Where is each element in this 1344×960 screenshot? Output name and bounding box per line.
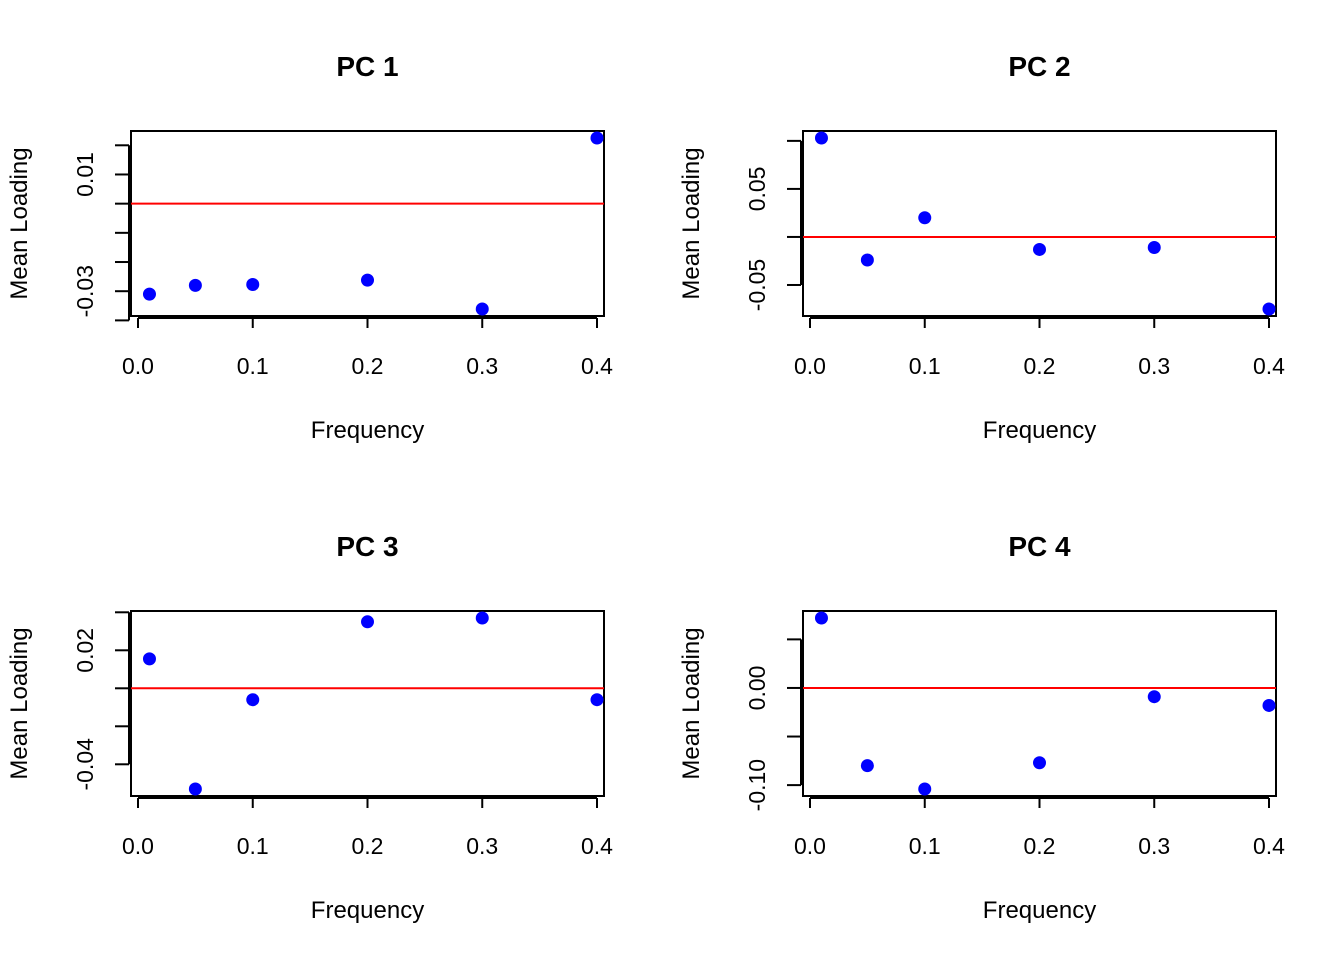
chart-title: PC 1 [336,51,398,82]
data-point [860,759,874,773]
data-point [475,302,489,316]
chart-title: PC 2 [1008,51,1070,82]
chart-panel-1: PC 1 0.0 0.1 0.2 0.3 0.4 -0.03 0.01 Frequency Mea… [6,51,613,444]
data-point [188,278,202,292]
data-point [188,782,202,796]
x-axis-label: Frequency [311,897,424,924]
plot-frame [130,130,605,317]
y-axis-label: Mean Loading [678,627,705,779]
x-tick-label: 0.0 [794,833,826,859]
data-point [142,287,156,301]
data-point [1262,302,1276,316]
x-axis-label: Frequency [311,417,424,444]
x-tick-label: 0.4 [581,833,613,859]
x-tick-label: 0.0 [122,833,154,859]
y-tick-label: -0.03 [72,265,98,317]
data-point [590,693,604,707]
data-point [860,253,874,267]
y-tick-label: -0.05 [744,259,770,311]
chart-panel-4: PC 4 0.0 0.1 0.2 0.3 0.4 -0.10 0.00 Frequency Mea… [678,531,1285,924]
plot-frame [130,610,605,797]
data-point [1147,690,1161,704]
y-axis-label: Mean Loading [6,147,33,299]
data-point [1147,241,1161,255]
x-tick-label: 0.1 [237,833,269,859]
plot-frame [802,610,1277,797]
y-tick-label: 0.02 [72,628,98,673]
x-tick-label: 0.3 [466,833,498,859]
x-tick-label: 0.0 [122,353,154,379]
x-tick-label: 0.4 [1253,833,1285,859]
y-tick-label: -0.04 [72,738,98,791]
x-tick-label: 0.1 [909,833,941,859]
data-point [814,131,828,145]
data-point [1033,242,1046,256]
x-tick-label: 0.2 [1024,353,1056,379]
y-tick-label: -0.10 [744,759,770,811]
x-tick-label: 0.2 [1024,833,1056,859]
chart-title: PC 4 [1008,531,1071,562]
x-axis-label: Frequency [983,897,1096,924]
data-point [1262,698,1276,712]
x-tick-label: 0.1 [909,353,941,379]
data-point [142,652,156,666]
data-point [361,273,374,287]
data-point [246,693,260,707]
data-point [918,211,932,225]
data-point [814,611,828,625]
x-tick-label: 0.4 [581,353,613,379]
x-tick-label: 0.3 [466,353,498,379]
y-axis-label: Mean Loading [678,147,705,299]
x-tick-label: 0.1 [237,353,269,379]
x-tick-label: 0.4 [1253,353,1285,379]
x-axis-label: Frequency [983,417,1096,444]
plot-frame [802,130,1277,317]
data-point [475,611,489,625]
chart-title: PC 3 [336,531,398,562]
chart-panel-3: PC 3 0.0 0.1 0.2 0.3 0.4 -0.04 0.02 Frequency Mea… [6,531,613,924]
y-tick-label: 0.01 [72,152,98,197]
y-tick-label: 0.00 [744,666,770,711]
data-point [361,615,374,629]
x-tick-label: 0.0 [794,353,826,379]
data-point [590,131,604,145]
chart-panel-2: PC 2 0.0 0.1 0.2 0.3 0.4 -0.05 0.05 Frequency Mea… [678,51,1285,444]
x-tick-label: 0.3 [1138,353,1170,379]
data-point [918,782,932,796]
data-point [246,277,260,291]
data-point [1033,756,1046,770]
x-tick-label: 0.3 [1138,833,1170,859]
x-tick-label: 0.2 [352,353,384,379]
y-axis-label: Mean Loading [6,627,33,779]
y-tick-label: 0.05 [744,167,770,212]
x-tick-label: 0.2 [352,833,384,859]
